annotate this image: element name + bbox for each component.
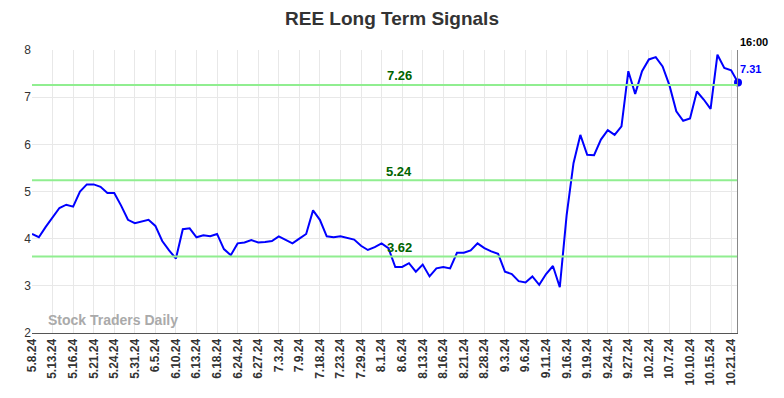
svg-text:8.21.24: 8.21.24 xyxy=(457,338,471,378)
svg-text:9.6.24: 9.6.24 xyxy=(518,338,532,372)
svg-text:16:00: 16:00 xyxy=(740,36,768,48)
svg-text:6.5.24: 6.5.24 xyxy=(148,338,162,372)
svg-text:5.31.24: 5.31.24 xyxy=(128,338,142,378)
svg-text:7.3.24: 7.3.24 xyxy=(272,338,286,372)
svg-text:9.24.24: 9.24.24 xyxy=(601,338,615,378)
svg-text:10.15.24: 10.15.24 xyxy=(703,338,717,385)
svg-text:9.11.24: 9.11.24 xyxy=(539,338,553,378)
svg-text:5.8.24: 5.8.24 xyxy=(25,338,39,372)
svg-text:10.21.24: 10.21.24 xyxy=(724,338,738,385)
svg-text:8.16.24: 8.16.24 xyxy=(436,338,450,378)
svg-text:5.21.24: 5.21.24 xyxy=(87,338,101,378)
svg-text:10.10.24: 10.10.24 xyxy=(683,338,697,385)
svg-text:6.13.24: 6.13.24 xyxy=(189,338,203,378)
svg-text:7: 7 xyxy=(24,90,31,104)
svg-text:9.16.24: 9.16.24 xyxy=(560,338,574,378)
svg-text:7.23.24: 7.23.24 xyxy=(333,338,347,378)
svg-text:9.3.24: 9.3.24 xyxy=(498,338,512,372)
svg-text:8: 8 xyxy=(24,43,31,57)
svg-text:8.13.24: 8.13.24 xyxy=(416,338,430,378)
svg-text:REE Long Term Signals: REE Long Term Signals xyxy=(285,8,499,29)
svg-text:5.24.24: 5.24.24 xyxy=(107,338,121,378)
svg-text:7.18.24: 7.18.24 xyxy=(313,338,327,378)
svg-text:10.2.24: 10.2.24 xyxy=(642,338,656,378)
svg-text:3: 3 xyxy=(24,279,31,293)
svg-text:9.27.24: 9.27.24 xyxy=(621,338,635,378)
svg-text:7.31: 7.31 xyxy=(740,63,761,75)
svg-text:2: 2 xyxy=(24,326,31,340)
svg-text:Stock Traders Daily: Stock Traders Daily xyxy=(48,312,178,328)
svg-text:6.24.24: 6.24.24 xyxy=(231,338,245,378)
svg-text:5.16.24: 5.16.24 xyxy=(66,338,80,378)
svg-text:6: 6 xyxy=(24,138,31,152)
svg-text:5: 5 xyxy=(24,185,31,199)
svg-text:5.13.24: 5.13.24 xyxy=(45,338,59,378)
svg-text:9.19.24: 9.19.24 xyxy=(580,338,594,378)
svg-text:7.26: 7.26 xyxy=(387,68,412,83)
svg-text:10.7.24: 10.7.24 xyxy=(662,338,676,378)
svg-text:8.6.24: 8.6.24 xyxy=(395,338,409,372)
svg-text:8.28.24: 8.28.24 xyxy=(477,338,491,378)
svg-text:5.24: 5.24 xyxy=(386,164,412,179)
svg-text:6.10.24: 6.10.24 xyxy=(169,338,183,378)
svg-text:6.18.24: 6.18.24 xyxy=(210,338,224,378)
svg-text:7.29.24: 7.29.24 xyxy=(354,338,368,378)
svg-text:6.27.24: 6.27.24 xyxy=(251,338,265,378)
svg-text:4: 4 xyxy=(24,232,31,246)
svg-text:7.9.24: 7.9.24 xyxy=(292,338,306,372)
svg-text:8.1.24: 8.1.24 xyxy=(374,338,388,372)
svg-text:3.62: 3.62 xyxy=(387,240,412,255)
